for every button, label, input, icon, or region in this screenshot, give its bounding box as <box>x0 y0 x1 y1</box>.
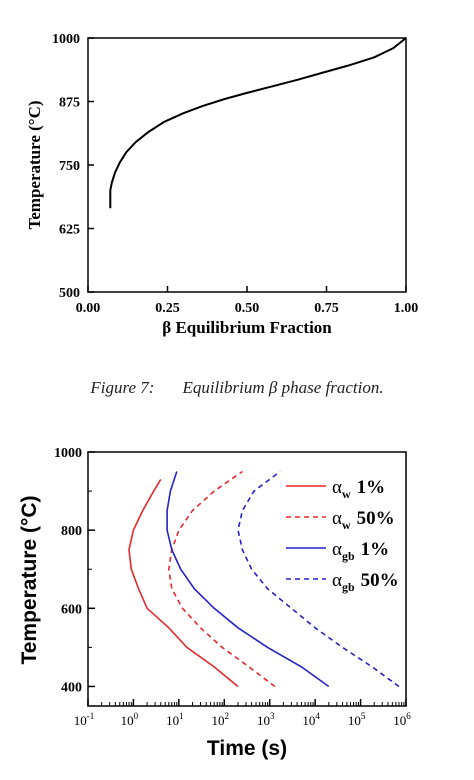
chart2-x-tick-exponent: 0 <box>134 711 139 721</box>
chart2-legend: αw 1%αw 50%αgb 1%αgb 50% <box>286 477 399 594</box>
chart2-legend-percent: 50% <box>361 570 399 591</box>
chart2-x-tick-base: 10 <box>257 713 270 728</box>
chart2-legend-percent: 1% <box>357 477 386 498</box>
chart2-x-tick-label: 100 <box>121 711 139 728</box>
chart1-y-tick-label: 1000 <box>52 32 80 47</box>
figure-caption-number: Figure 7: <box>90 378 155 397</box>
chart2-legend-subscript: gb <box>342 549 355 563</box>
chart1-series-line <box>109 37 407 209</box>
chart2-x-tick-exponent: 6 <box>406 711 411 721</box>
chart2-legend-subscript: gb <box>342 580 355 594</box>
chart2-y-tick-label: 600 <box>61 602 82 617</box>
chart2-y-axis-label: Temperature (°C) <box>18 495 41 664</box>
chart2-x-tick-base: 10 <box>121 713 134 728</box>
chart2-x-tick-exponent: 2 <box>225 711 230 721</box>
chart1-y-tick-label: 875 <box>59 96 80 111</box>
chart1-y-tick-label: 625 <box>59 223 80 238</box>
chart1-y-axis-label: Temperature (°C) <box>25 100 44 229</box>
chart2-series-line-3 <box>237 470 400 688</box>
chart2-x-tick-base: 10 <box>348 713 361 728</box>
chart2-y-tick-label: 400 <box>61 680 82 695</box>
chart2-y-tick-label: 800 <box>61 524 82 539</box>
chart2-series-line-1 <box>167 470 276 688</box>
chart2-legend-subscript: w <box>342 518 351 532</box>
chart2-x-tick-label: 101 <box>166 711 184 728</box>
chart2-x-tick-exponent: 3 <box>270 711 275 721</box>
chart2-legend-symbol: α <box>332 508 342 529</box>
chart2-series-line-2 <box>166 471 330 688</box>
chart2-x-tick-exponent: -1 <box>87 711 95 721</box>
chart2-x-tick-exponent: 4 <box>315 711 320 721</box>
chart2-legend-symbol: α <box>332 570 342 591</box>
chart2-legend-percent: 50% <box>357 508 395 529</box>
chart1-x-tick-label: 0.00 <box>76 301 101 316</box>
chart2-plot-frame <box>87 451 407 707</box>
chart2-x-axis-label: Time (s) <box>207 737 287 760</box>
figure-caption-text: Equilibrium β phase fraction. <box>182 378 384 397</box>
chart2-x-tick-label: 102 <box>212 711 230 728</box>
chart1-y-tick-label: 750 <box>59 159 80 174</box>
equilibrium-fraction-chart: 0.00 0.25 0.50 0.75 1.00 500 625 750 875 1000 β E… <box>25 32 418 337</box>
chart2-x-tick-exponent: 1 <box>179 711 184 721</box>
chart2-legend-label: αw 1% <box>332 477 385 501</box>
chart2-y-tick-label: 1000 <box>54 446 82 461</box>
chart1-x-tick-label: 0.25 <box>155 301 180 316</box>
chart2-legend-subscript: w <box>342 487 351 501</box>
chart2-x-tick-base: 10 <box>393 713 406 728</box>
chart2-x-tick-label: 103 <box>257 711 275 728</box>
chart2-legend-label: αw 50% <box>332 508 395 532</box>
chart2-x-tick-label: 10-1 <box>74 711 95 728</box>
chart2-x-tick-exponent: 5 <box>361 711 366 721</box>
chart2-series-line-0 <box>128 478 239 688</box>
chart2-legend-percent: 1% <box>361 539 390 560</box>
chart2-x-tick-label: 106 <box>393 711 411 728</box>
chart2-x-tick-label: 104 <box>302 711 320 728</box>
figure-caption: Figure 7: Equilibrium β phase fraction. <box>0 378 474 398</box>
chart2-x-tick-base: 10 <box>74 713 87 728</box>
chart2-legend-symbol: α <box>332 539 342 560</box>
chart2-legend-label: αgb 1% <box>332 539 389 563</box>
chart2-x-tick-label: 105 <box>348 711 366 728</box>
chart1-y-tick-label: 500 <box>59 286 80 301</box>
chart1-plot-frame <box>87 37 407 293</box>
chart1-x-tick-label: 1.00 <box>394 301 419 316</box>
chart2-x-tick-base: 10 <box>302 713 315 728</box>
chart1-x-axis-label: β Equilibrium Fraction <box>162 318 332 337</box>
chart2-x-tick-base: 10 <box>212 713 225 728</box>
chart2-legend-label: αgb 50% <box>332 570 399 594</box>
chart2-x-tick-base: 10 <box>166 713 179 728</box>
chart1-x-tick-label: 0.75 <box>314 301 339 316</box>
chart2-legend-symbol: α <box>332 477 342 498</box>
chart1-x-tick-label: 0.50 <box>235 301 260 316</box>
